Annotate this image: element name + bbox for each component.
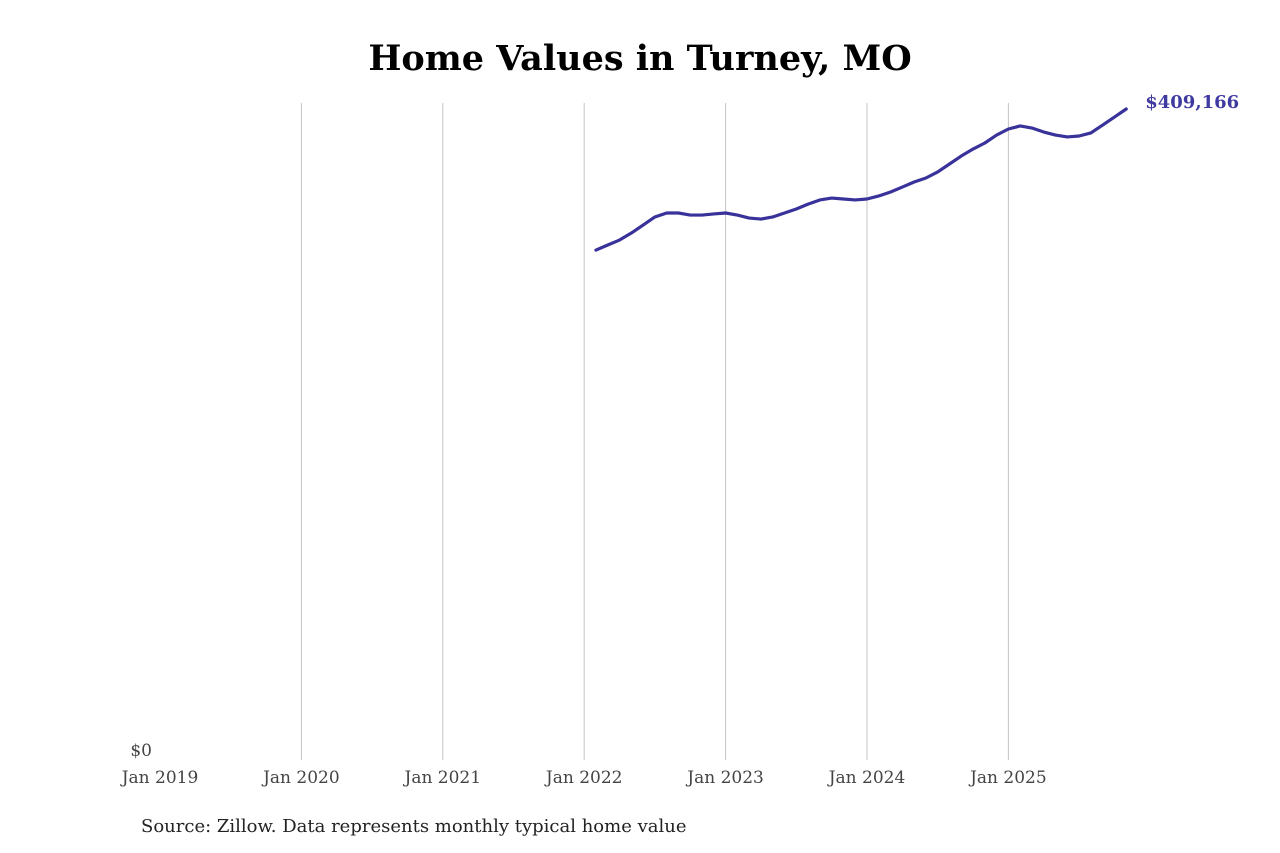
source-note: Source: Zillow. Data represents monthly … <box>141 816 687 837</box>
y-tick-label: $0 <box>130 741 152 761</box>
end-value-label: $409,166 <box>1145 92 1239 113</box>
x-tick-label: Jan 2021 <box>403 768 482 788</box>
x-tick-label: Jan 2022 <box>544 768 623 788</box>
series-line <box>594 107 1128 252</box>
x-tick-label: Jan 2019 <box>120 768 199 788</box>
x-tick-label: Jan 2023 <box>685 768 764 788</box>
x-tick-label: Jan 2025 <box>968 768 1047 788</box>
x-tick-label: Jan 2020 <box>261 768 340 788</box>
chart-title: Home Values in Turney, MO <box>368 38 912 79</box>
x-tick-label: Jan 2024 <box>827 768 906 788</box>
